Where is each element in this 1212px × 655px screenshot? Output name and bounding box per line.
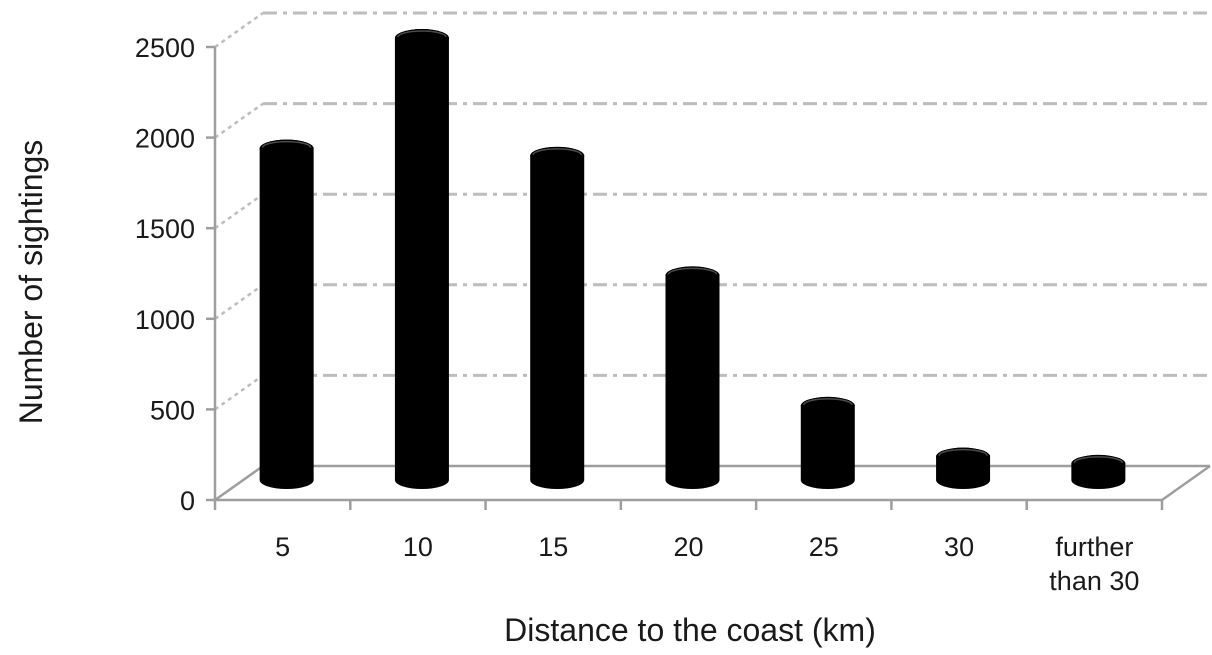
x-axis-title: Distance to the coast (km) <box>504 612 876 648</box>
tick-labels: 0 500 1000 1500 2000 2500 5 10 15 20 25 30 further th… <box>135 33 1139 596</box>
bar-body <box>800 396 855 489</box>
bar <box>1071 454 1126 489</box>
side-gridline <box>214 193 264 230</box>
bar-body <box>259 139 314 490</box>
x-tick-label: 10 <box>403 532 433 562</box>
floor-left-edge <box>214 464 264 502</box>
y-tick-label: 1000 <box>135 305 195 335</box>
bar <box>530 146 585 489</box>
bar-top-highlight <box>938 448 988 456</box>
x-tick-label: 20 <box>673 532 703 562</box>
bar-top <box>394 29 449 48</box>
bar <box>800 396 855 489</box>
bar-top-highlight <box>397 30 447 38</box>
bars <box>259 29 1126 490</box>
bar-top-highlight <box>1073 456 1124 464</box>
x-tick-label: 5 <box>275 532 290 562</box>
side-gridline <box>214 11 264 49</box>
x-tick-label: further than 30 <box>1049 532 1139 596</box>
bar <box>259 139 314 490</box>
bar <box>394 29 449 490</box>
bar-top-highlight <box>667 267 718 275</box>
x-tick-label: 30 <box>944 532 974 562</box>
y-tick-label: 2500 <box>135 33 195 63</box>
bar-top <box>259 139 314 158</box>
bar-top <box>530 146 585 165</box>
bar-top-highlight <box>261 140 312 148</box>
y-tick-label: 500 <box>150 395 195 425</box>
bar-top <box>800 396 855 415</box>
y-tick-label: 2000 <box>135 124 195 154</box>
y-tick-label: 0 <box>180 486 195 516</box>
y-tick-label: 1500 <box>135 214 195 244</box>
side-gridline <box>214 283 264 320</box>
bar-top-highlight <box>803 398 853 406</box>
bar-top <box>1071 454 1126 473</box>
x-tick-label: 25 <box>809 532 839 562</box>
bar-body <box>394 29 449 490</box>
bar <box>936 447 991 489</box>
bar-top-highlight <box>532 148 582 156</box>
side-gridline <box>214 102 264 139</box>
y-axis-title: Number of sightings <box>13 140 49 425</box>
floor-right-edge <box>1161 464 1211 502</box>
bar-top <box>936 447 991 466</box>
x-tick-label: 15 <box>538 532 568 562</box>
bar <box>665 266 720 489</box>
side-gridline <box>214 374 264 411</box>
bar-top <box>665 266 720 285</box>
bar-body <box>665 266 720 489</box>
bar-body <box>530 146 585 489</box>
